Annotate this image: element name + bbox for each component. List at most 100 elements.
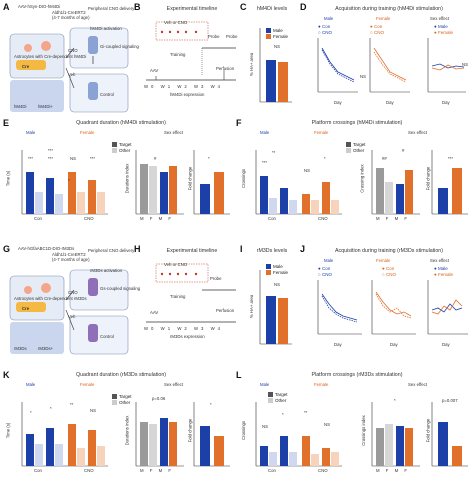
week-labels: W0 W1 W2 W3 W4 <box>144 84 224 89</box>
aav-label: AAV <box>150 68 159 73</box>
panel-k-x1: Con <box>34 468 42 473</box>
panel-l-male: Male <box>260 382 270 387</box>
panel-e-bar-charts <box>21 150 230 215</box>
panel-l-star-5: * <box>394 398 396 403</box>
activation-label: hM4Di activation <box>90 26 122 31</box>
panel-d-xlabel-2: Day <box>386 100 394 105</box>
h-timeline-diagram <box>146 263 236 323</box>
panel-d-ns-2: NS <box>462 62 468 67</box>
panel-d-title: Acquisition during training (hM4Di stimu… <box>335 6 443 12</box>
panel-letter-k: K <box>3 370 10 380</box>
panel-k-ylabel-3: Fold change <box>187 418 193 443</box>
age-label: (4-7 months of age) <box>52 15 90 20</box>
panel-d-xlabel-3: Day <box>442 100 450 105</box>
cno-delivery-label: Peripheral CNO delivery <box>88 6 135 11</box>
panel-d-legend-sex: ● Male ● Female <box>434 24 453 35</box>
panel-letter-l: L <box>236 370 242 380</box>
panel-j-legend-male: ● Con ○ CNO <box>318 266 332 277</box>
panel-l-star-6: p=0.007 <box>442 398 458 403</box>
panel-f-title: Platform crossings (hM4Di stimulation) <box>311 120 403 126</box>
panel-j-xlabel: Day <box>334 342 342 347</box>
panel-i-legend: Male Female <box>266 264 288 276</box>
panel-k-bar-charts <box>21 402 230 467</box>
panel-f-male: Male <box>260 130 270 135</box>
control-label: Control <box>100 92 114 97</box>
panel-d-ns: NS <box>360 74 366 79</box>
panel-e-star-7: # <box>154 156 157 161</box>
panel-j-legend-sex: ● Male ● Female <box>434 266 453 277</box>
hm4di-plus-label: hM4Di+ <box>38 104 53 109</box>
veh-cno-label: Veh or CNO <box>164 20 188 25</box>
panel-j-sex: Sex effect <box>430 258 450 263</box>
panel-letter-c: C <box>240 2 247 12</box>
h-timeline-title: Experimental timeline <box>166 248 218 254</box>
panel-k-ylabel-2: Durations index <box>124 415 130 446</box>
panel-e-star-8: * <box>208 156 210 161</box>
panel-l-bar-charts <box>255 402 468 467</box>
panel-j-female: Female <box>376 258 391 263</box>
hm4di-label: hM4Di <box>14 104 27 109</box>
panel-e-ylabel: Time (s) <box>5 170 11 187</box>
panel-e-sex: Sex effect <box>164 130 184 135</box>
panel-k-legend: Target Other <box>112 394 132 406</box>
panel-d-xlabel: Day <box>334 100 342 105</box>
panel-k-sex: Sex effect <box>164 382 184 387</box>
panel-e-x2: CNO <box>84 216 94 221</box>
panel-f-star-3: NS <box>304 168 310 173</box>
panel-l-ylabel-2: Crossings index <box>360 415 366 446</box>
rm3ds-schematic-diagram <box>9 269 129 355</box>
construct-label: AAV-hSyn-DIO-hM4Di <box>18 4 61 9</box>
panel-k-star-6: * <box>210 402 212 407</box>
panel-f-star-1: *** <box>262 160 268 165</box>
panel-k-male: Male <box>26 382 36 387</box>
panel-d-legend-male: ● Con ○ CNO <box>318 24 332 35</box>
panel-k-star-5: p=0.06 <box>152 396 166 401</box>
panel-l-x1: Con <box>268 468 276 473</box>
panel-e-star-3: NS <box>70 156 76 161</box>
panel-c-bar-chart <box>259 28 292 103</box>
panel-l-sex: Sex effect <box>408 382 428 387</box>
panel-d-legend-female: ● Con ○ CNO <box>370 24 384 35</box>
panel-i-ns: NS <box>274 282 280 287</box>
panel-letter-f: F <box>236 118 242 128</box>
panel-d: Acquisition during training (hM4Di stimu… <box>306 4 472 108</box>
panel-l-star-2: * <box>282 412 284 417</box>
cno-label: CNO <box>68 48 78 53</box>
panel-j-xlabel-3: Day <box>442 342 450 347</box>
panel-l-legend: Target Other <box>268 392 288 404</box>
panel-h-timeline: Experimental timeline Veh or CNO Probe T… <box>140 246 240 350</box>
panel-k-x2: CNO <box>84 468 94 473</box>
mouse-line-label: Aldh1l1-CreERT2 <box>52 10 86 15</box>
timeline-title: Experimental timeline <box>166 6 218 12</box>
panel-e-star-4: *** <box>90 156 96 161</box>
panel-letter-a: A <box>3 2 10 12</box>
panel-l-star-4: NS <box>324 422 330 427</box>
panel-f-bar-charts <box>255 150 468 215</box>
panel-f-star-4: * <box>324 156 326 161</box>
panel-k-star-1: * <box>30 410 32 415</box>
astro-label: Astrocytes with Cre-dependent hM4Di <box>14 54 87 59</box>
panel-l-ylabel: Crossings <box>241 420 247 441</box>
panel-f-ylabel-3: Fold change <box>425 166 431 191</box>
panel-k-star-4: NS <box>90 408 96 413</box>
g-construct-label: AAV-hGfaABC1D-DIO-rM3Ds <box>18 246 75 251</box>
g-veh-label: Veh <box>68 314 76 319</box>
panel-letter-e: E <box>3 118 10 128</box>
panel-f-star-5: ## <box>382 156 387 161</box>
panel-a-schematic: AAV-hSyn-DIO-hM4Di Aldh1l1-CreERT2 (4-7 … <box>8 4 139 114</box>
panel-g-schematic: AAV-hGfaABC1D-DIO-rM3Ds Aldh1l1-CreERT2 … <box>8 246 140 356</box>
panel-e-star-5: * <box>68 178 70 183</box>
panel-d-female: Female <box>376 16 391 21</box>
panel-e-title: Quadrant duration (hM4Di stimulation) <box>76 120 166 126</box>
g-rm3ds-label: rM3Ds <box>14 346 27 351</box>
panel-f: Platform crossings (hM4Di stimulation) M… <box>241 120 472 234</box>
probe-label: Probe <box>208 34 220 39</box>
h-expression-label: rM3Ds expression <box>170 334 205 339</box>
panel-letter-d: D <box>300 2 307 12</box>
panel-j-title: Acquisition during training (rM3Ds stimu… <box>334 248 444 254</box>
panel-letter-h: H <box>134 244 141 254</box>
panel-f-star-6: # <box>402 148 405 153</box>
panel-k-star-2: * <box>50 406 52 411</box>
panel-f-legend: Target Other <box>346 142 366 154</box>
h-aav-label: AAV <box>150 310 159 315</box>
